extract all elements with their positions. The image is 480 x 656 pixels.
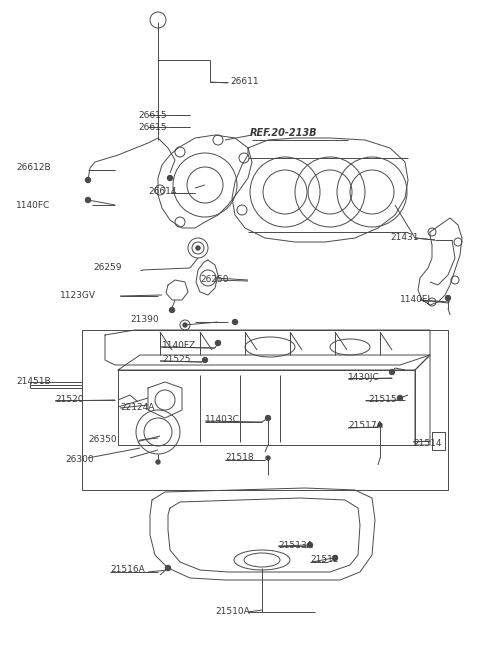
Circle shape bbox=[308, 543, 312, 548]
Text: REF.20-213B: REF.20-213B bbox=[250, 128, 317, 138]
Text: 11403C: 11403C bbox=[205, 415, 240, 424]
Text: 26259: 26259 bbox=[93, 262, 121, 272]
Circle shape bbox=[378, 423, 382, 427]
Text: 1430JC: 1430JC bbox=[348, 373, 380, 382]
Circle shape bbox=[333, 556, 337, 560]
Text: 21517A: 21517A bbox=[348, 420, 383, 430]
Text: 21520: 21520 bbox=[55, 396, 84, 405]
Circle shape bbox=[85, 197, 91, 203]
Circle shape bbox=[232, 319, 238, 325]
Text: 21518: 21518 bbox=[225, 453, 253, 462]
Circle shape bbox=[156, 460, 160, 464]
Text: 21514: 21514 bbox=[413, 438, 442, 447]
Text: 26611: 26611 bbox=[230, 77, 259, 87]
Circle shape bbox=[168, 176, 172, 180]
Text: 26614: 26614 bbox=[148, 188, 177, 197]
Text: 21510A: 21510A bbox=[215, 607, 250, 617]
Text: 1140FC: 1140FC bbox=[16, 201, 50, 209]
Text: 26615: 26615 bbox=[138, 123, 167, 131]
Text: 22124A: 22124A bbox=[120, 403, 155, 411]
Circle shape bbox=[389, 369, 395, 375]
Text: 21516A: 21516A bbox=[110, 565, 145, 575]
Text: 1140EJ: 1140EJ bbox=[400, 295, 431, 304]
Circle shape bbox=[216, 340, 220, 346]
Text: 21525: 21525 bbox=[162, 356, 191, 365]
Circle shape bbox=[85, 178, 91, 182]
Text: 21515: 21515 bbox=[368, 396, 396, 405]
Text: 26250: 26250 bbox=[200, 276, 228, 285]
Circle shape bbox=[265, 415, 271, 420]
Text: 1123GV: 1123GV bbox=[60, 291, 96, 300]
Text: 21451B: 21451B bbox=[16, 377, 50, 386]
Circle shape bbox=[203, 358, 207, 363]
Circle shape bbox=[166, 565, 170, 571]
Circle shape bbox=[183, 323, 187, 327]
Text: 1140FZ: 1140FZ bbox=[162, 342, 196, 350]
Circle shape bbox=[169, 308, 175, 312]
Text: 21513A: 21513A bbox=[278, 541, 313, 550]
Text: 26615: 26615 bbox=[138, 110, 167, 119]
Text: 26350: 26350 bbox=[88, 436, 117, 445]
Text: 26612B: 26612B bbox=[16, 163, 50, 171]
Circle shape bbox=[266, 456, 270, 460]
Circle shape bbox=[445, 295, 451, 300]
Text: 21390: 21390 bbox=[130, 316, 158, 325]
Text: 21512: 21512 bbox=[310, 556, 338, 565]
Circle shape bbox=[196, 246, 200, 250]
Text: 26300: 26300 bbox=[65, 455, 94, 464]
Text: 21431: 21431 bbox=[390, 234, 419, 243]
Bar bbox=[82, 330, 448, 490]
Circle shape bbox=[397, 396, 403, 401]
